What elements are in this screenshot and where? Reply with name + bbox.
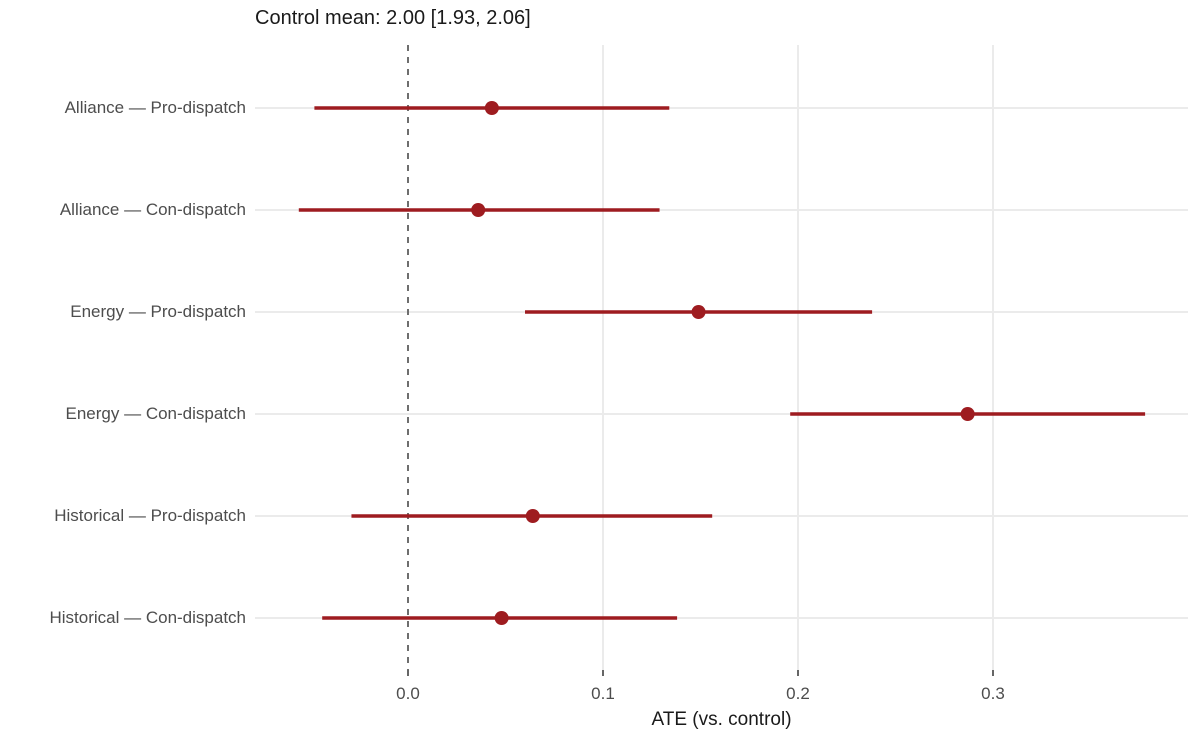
x-tick-label-1: 0.1	[591, 684, 615, 703]
point-estimate-marker	[960, 407, 975, 421]
y-axis-label-historical-con: Historical — Con-dispatch	[49, 608, 246, 627]
y-axis-label-alliance-con: Alliance — Con-dispatch	[59, 200, 246, 219]
plot-title: Control mean: 2.00 [1.93, 2.06]	[255, 7, 531, 29]
x-tick-label-2: 0.2	[786, 684, 810, 703]
point-estimate-marker	[484, 101, 499, 115]
point-estimate-marker	[471, 203, 486, 217]
x-tick-label-3: 0.3	[981, 684, 1005, 703]
y-axis-label-energy-con: Energy — Con-dispatch	[65, 404, 246, 423]
y-axis-label-energy-pro: Energy — Pro-dispatch	[70, 302, 246, 321]
point-estimate-marker	[494, 611, 509, 625]
y-axis-label-historical-pro: Historical — Pro-dispatch	[54, 506, 246, 525]
x-tick-label-0: 0.0	[396, 684, 420, 703]
y-axis-label-alliance-pro: Alliance — Pro-dispatch	[64, 98, 246, 117]
point-estimate-marker	[691, 305, 706, 319]
x-axis-title: ATE (vs. control)	[651, 709, 792, 730]
point-estimate-marker	[525, 509, 540, 523]
